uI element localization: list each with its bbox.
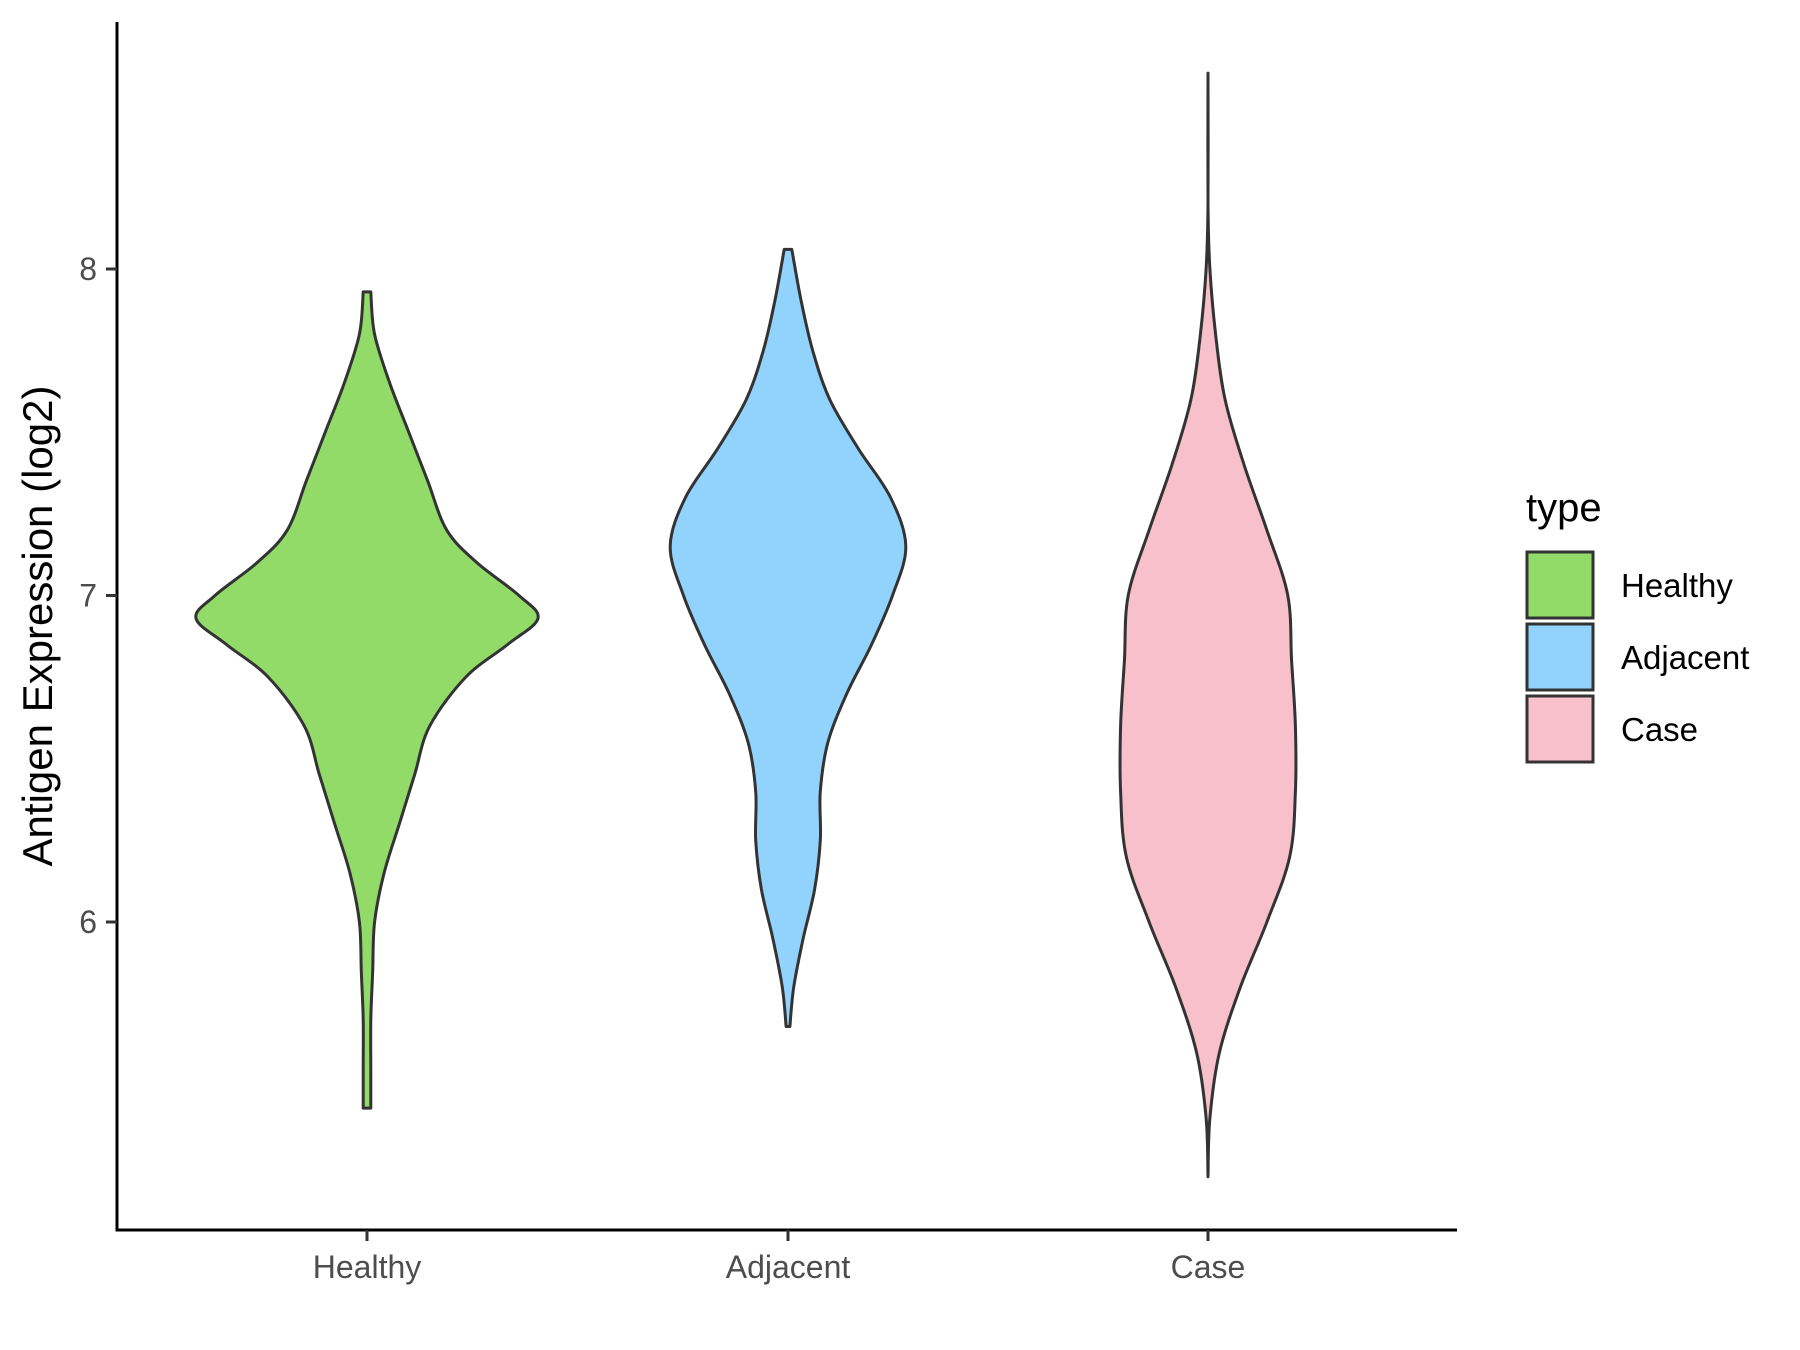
y-tick-label: 6 <box>79 904 97 940</box>
legend-key-case <box>1525 694 1595 764</box>
legend-entries: Healthy Adjacent Case <box>1525 550 1749 764</box>
x-tick-label-case: Case <box>1171 1249 1246 1285</box>
y-tick-label: 8 <box>79 251 97 287</box>
violin-case <box>1118 71 1298 1179</box>
legend-key-healthy <box>1525 550 1595 620</box>
y-tick-label: 7 <box>79 578 97 614</box>
violins <box>194 71 1298 1179</box>
x-tick-label-healthy: Healthy <box>313 1249 422 1285</box>
legend-key-adjacent <box>1525 622 1595 692</box>
legend-label-healthy: Healthy <box>1621 567 1733 604</box>
violin-adjacent <box>668 247 908 1028</box>
axes: 6 7 8 Healthy Adjacent Case <box>79 22 1457 1285</box>
x-tick-label-adjacent: Adjacent <box>726 1249 851 1285</box>
legend: type Healthy Adjacent Case <box>1525 486 1749 764</box>
y-axis-title: Antigen Expression (log2) <box>14 386 61 867</box>
legend-label-case: Case <box>1621 711 1698 748</box>
legend-title: type <box>1526 486 1602 530</box>
legend-label-adjacent: Adjacent <box>1621 639 1749 676</box>
violin-healthy <box>194 290 540 1110</box>
x-ticks: Healthy Adjacent Case <box>313 1230 1246 1285</box>
y-ticks: 6 7 8 <box>79 251 117 940</box>
